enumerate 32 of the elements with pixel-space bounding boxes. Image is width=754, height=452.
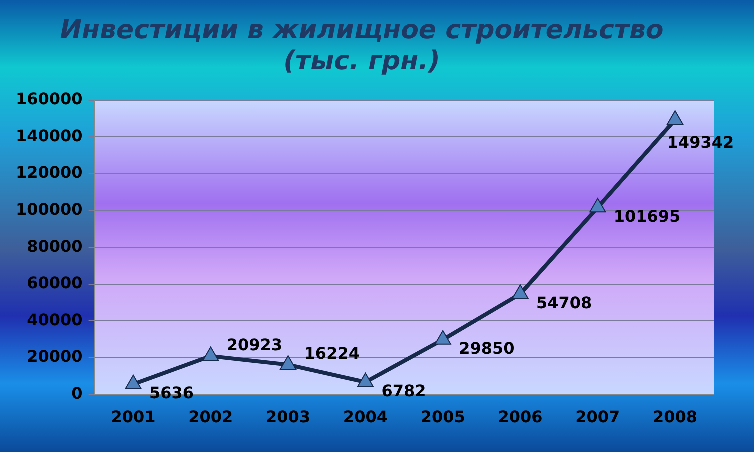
point <box>434 330 452 345</box>
point <box>357 372 374 388</box>
chart-title: Инвестиции в жилищное строительство (тыс. грн.) <box>60 15 664 77</box>
point <box>667 110 684 126</box>
data-label: 54708 <box>536 293 592 312</box>
x-tick-label: 2008 <box>653 408 698 427</box>
x-tick-label: 2003 <box>266 408 311 427</box>
y-tick-label: 0 <box>72 384 83 403</box>
y-tick-label: 80000 <box>27 236 83 256</box>
x-tick-label: 2006 <box>498 408 543 427</box>
x-tick-label: 2002 <box>188 408 234 427</box>
y-tick-label: 40000 <box>27 310 83 330</box>
y-tick-label: 140000 <box>16 126 83 146</box>
point <box>590 198 606 213</box>
point <box>280 355 297 370</box>
point <box>202 346 220 362</box>
x-tick-label: 2004 <box>343 408 388 427</box>
y-tick-label: 120000 <box>16 163 83 182</box>
data-label: 6782 <box>382 381 426 400</box>
data-label: 29850 <box>459 339 515 358</box>
x-tick-label: 2005 <box>420 408 466 427</box>
point <box>512 284 529 300</box>
y-tick-label: 60000 <box>27 274 83 293</box>
data-label: 20923 <box>226 335 283 354</box>
data-label: 101695 <box>614 206 681 226</box>
point <box>125 374 142 390</box>
y-tick-label: 20000 <box>27 347 83 366</box>
y-tick-label: 100000 <box>16 200 83 219</box>
y-tick-label: 160000 <box>16 90 83 109</box>
x-tick-label: 2001 <box>111 408 156 427</box>
data-label: 16224 <box>304 344 360 364</box>
x-tick-label: 2007 <box>576 408 620 427</box>
